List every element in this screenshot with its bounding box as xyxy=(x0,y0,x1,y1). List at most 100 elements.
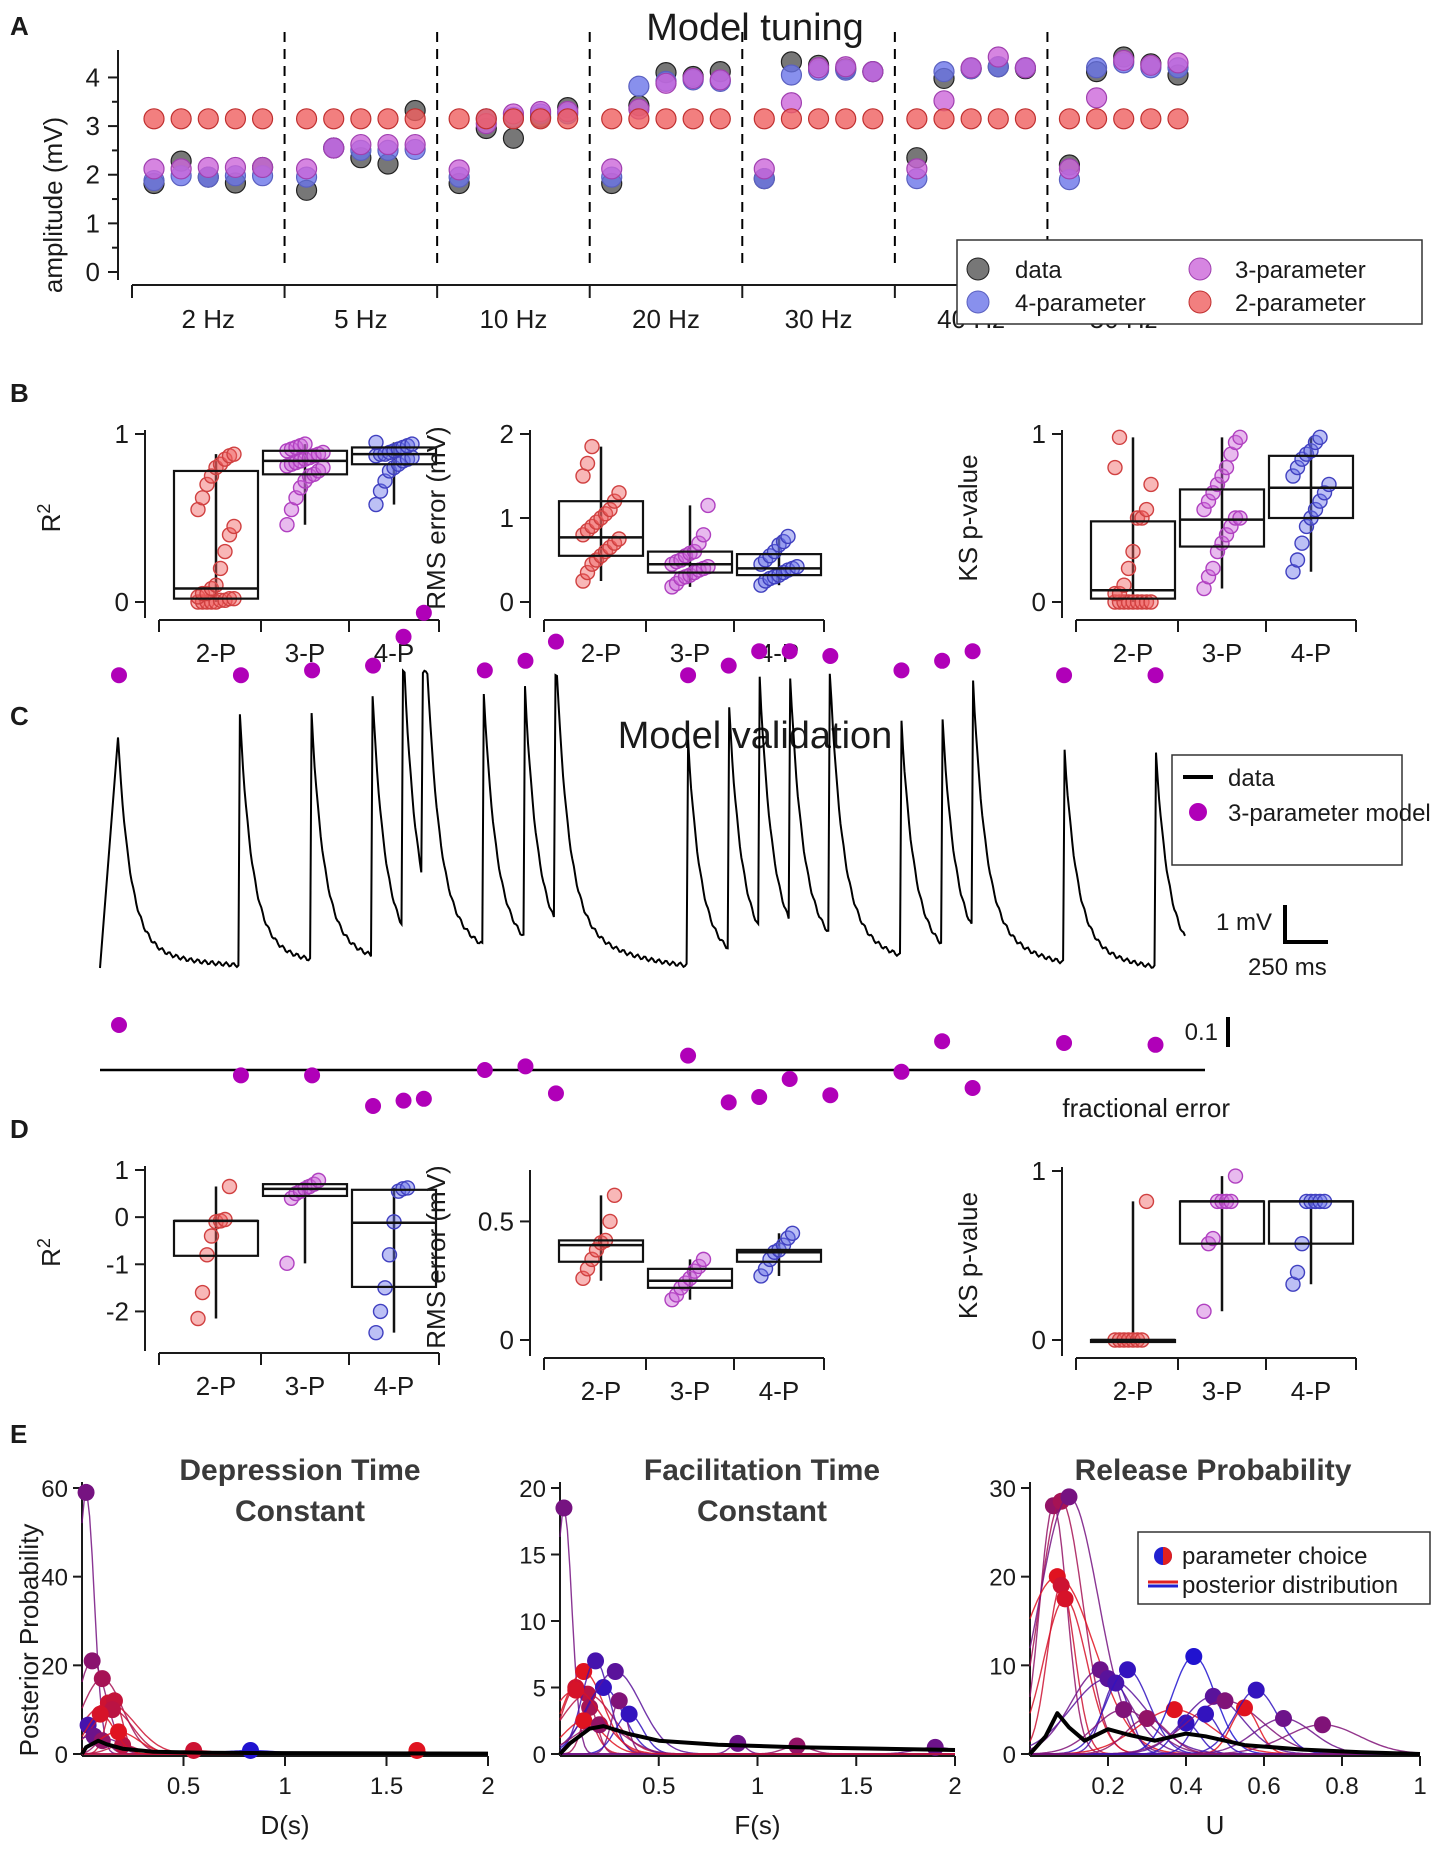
y-tick-label: 10 xyxy=(519,1609,546,1636)
point-2-parameter xyxy=(807,108,830,130)
error-point xyxy=(304,1067,321,1084)
box-plot-d-3: 0 1 2-P 3-P 4-P KS p-value xyxy=(953,1156,1357,1406)
legend-frame xyxy=(956,239,1423,325)
point-3-parameter xyxy=(753,158,775,180)
y-tick-label: 4 xyxy=(86,62,100,92)
box-2-P xyxy=(1089,429,1177,610)
error-point xyxy=(395,1092,412,1109)
y-tick-label: 0 xyxy=(1032,1325,1046,1355)
category-label: 4-P xyxy=(1291,1376,1331,1406)
model-peak-point xyxy=(517,652,534,669)
data-point xyxy=(784,1225,801,1241)
x-tick-label: 1 xyxy=(1413,1773,1426,1800)
parameter-choice-point xyxy=(1197,1705,1214,1723)
data-point xyxy=(1138,501,1155,518)
panel-a-legend: data 3-parameter 4-parameter 2-parameter xyxy=(956,239,1423,325)
point-3-parameter xyxy=(350,133,372,156)
box-plot-b-3: 0 1 2-P 3-P 4-P KS p-value xyxy=(953,419,1357,668)
x-tick-label: 0.2 xyxy=(1091,1773,1124,1800)
legend-marker-4-parameter xyxy=(966,290,990,314)
parameter-choice-point xyxy=(1056,1590,1074,1608)
data-point xyxy=(584,438,600,455)
model-peak-point xyxy=(680,667,697,684)
data-point xyxy=(217,543,233,560)
model-peak-point xyxy=(415,604,432,621)
data-point xyxy=(606,1187,623,1204)
error-point xyxy=(476,1062,493,1078)
x-tick-label: 1.5 xyxy=(840,1773,873,1800)
point-3-parameter xyxy=(224,156,247,179)
data-point xyxy=(1316,485,1333,501)
data-point xyxy=(194,490,211,506)
parameter-choice-point xyxy=(1185,1647,1203,1665)
y-tick-label: 0 xyxy=(500,587,514,617)
y-tick-label: 0 xyxy=(1032,587,1046,617)
data-point xyxy=(1107,459,1123,476)
category-label: 3-P xyxy=(1202,638,1242,668)
point-2-parameter xyxy=(933,108,955,130)
error-point xyxy=(1147,1036,1164,1053)
model-peak-point xyxy=(476,662,493,679)
legend-marker-2-parameter xyxy=(1188,290,1212,314)
parameter-choice-point xyxy=(567,1681,585,1699)
model-peak-point xyxy=(720,657,737,674)
point-2-parameter xyxy=(987,108,1009,130)
parameter-choice-point xyxy=(1119,1661,1136,1679)
y-label: KS p-value xyxy=(953,1192,983,1319)
y-tick-label: 0 xyxy=(115,1202,129,1232)
parameter-choice-point xyxy=(610,1692,628,1710)
point-2-parameter xyxy=(682,108,704,130)
data-point xyxy=(1196,1303,1212,1319)
data-point xyxy=(368,496,384,513)
parameter-choice-point xyxy=(1247,1681,1265,1699)
data-point xyxy=(1294,535,1310,551)
point-2-parameter xyxy=(224,108,247,130)
point-4-parameter xyxy=(780,64,803,86)
data-point xyxy=(399,1180,416,1196)
data-point xyxy=(1214,468,1230,484)
error-point xyxy=(1056,1035,1073,1051)
parameter-choice-point xyxy=(1115,1701,1133,1719)
data-point xyxy=(279,1255,295,1272)
posterior-curve xyxy=(81,1699,488,1755)
parameter-choice-point xyxy=(1107,1674,1125,1692)
data-point xyxy=(1200,493,1217,509)
panel-letter-d: D xyxy=(10,1114,29,1144)
box-4-P xyxy=(735,528,823,593)
posterior-curve xyxy=(81,1713,488,1755)
point-2-parameter xyxy=(143,108,165,130)
y-label: KS p-value xyxy=(953,454,983,581)
point-3-parameter xyxy=(251,156,274,179)
data-point xyxy=(279,517,295,533)
error-point xyxy=(680,1047,697,1064)
error-point xyxy=(111,1017,127,1033)
point-2-parameter xyxy=(1058,108,1081,130)
group-label: 30 Hz xyxy=(785,304,853,334)
parameter-choice-point xyxy=(1314,1716,1331,1734)
point-3-parameter xyxy=(987,46,1009,68)
y-label: R2 xyxy=(34,1238,66,1267)
point-2-parameter xyxy=(753,108,775,130)
y-tick-label: -1 xyxy=(106,1249,129,1279)
data-point xyxy=(1209,543,1226,560)
data-point xyxy=(780,528,796,545)
data-point xyxy=(404,436,420,452)
data-point xyxy=(1321,476,1337,493)
category-label: 3-P xyxy=(670,1376,710,1406)
group-label: 5 Hz xyxy=(334,304,387,334)
y-tick-label: 0 xyxy=(500,1325,514,1355)
data-point xyxy=(1138,1193,1155,1210)
posterior-curve xyxy=(81,1493,488,1755)
posterior-plot-2: Facilitation Time Constant 0 5 10 15 20 0.5 1 1.5… xyxy=(519,1454,961,1840)
posterior-plot-3: Release Probability 0 10 20 30 0.2 0.4 0.6 0.8 1 U xyxy=(989,1454,1426,1840)
group-label: 2 Hz xyxy=(182,304,235,334)
category-label: 3-P xyxy=(670,638,710,668)
point-3-parameter xyxy=(1113,49,1135,72)
category-label: 2-P xyxy=(1113,1376,1153,1406)
data-point xyxy=(1285,468,1301,484)
data-point xyxy=(199,476,215,493)
data-point xyxy=(1218,527,1235,543)
data-point xyxy=(217,1211,233,1228)
box-4-P xyxy=(1267,1193,1355,1292)
model-peak-point xyxy=(964,643,981,660)
